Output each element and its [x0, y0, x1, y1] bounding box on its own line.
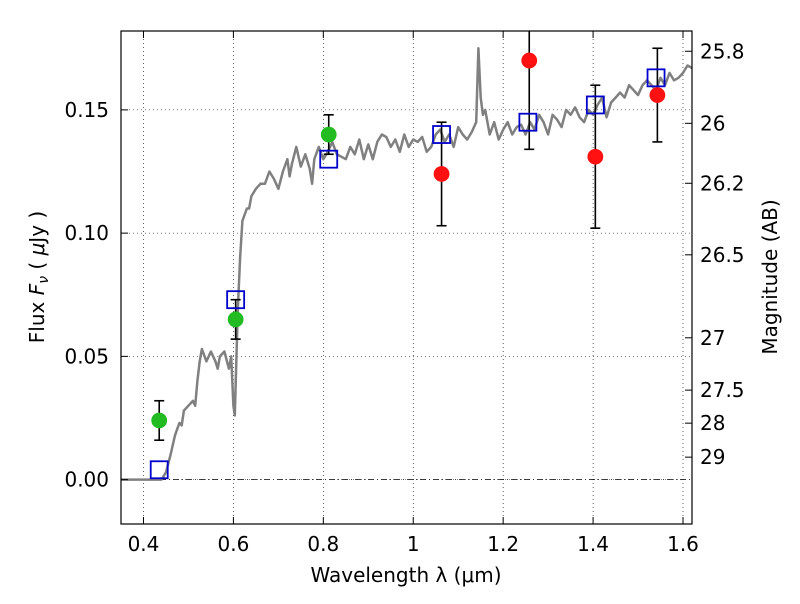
- model-sed-series: [121, 47, 693, 481]
- y2-tick-label: 25.8: [700, 39, 745, 63]
- y-tick-label: 0.05: [64, 344, 109, 368]
- model-bandpass-square: [646, 68, 666, 88]
- model-bandpass-square: [319, 149, 339, 169]
- photometry-point: [521, 52, 538, 69]
- y2-tick-label: 26: [700, 111, 725, 135]
- x-tick-label: 1.2: [487, 532, 519, 556]
- model-bandpass-square: [518, 112, 538, 132]
- y-tick-label: 0.00: [64, 468, 109, 492]
- data-markers: [149, 31, 666, 480]
- y-axis-title-mu: μ: [25, 243, 49, 257]
- y2-tick-label: 28: [700, 411, 725, 435]
- x-tick-label: 0.6: [217, 532, 249, 556]
- model-bandpass-square: [226, 290, 246, 310]
- y-axis-title-unit: Jy ): [25, 211, 49, 245]
- y2-tick-label: 27: [700, 326, 725, 350]
- y-axis-title-pre: Flux: [25, 295, 49, 343]
- axis-ticks: 0.4 0.6 0.8 1 1.2 1.4 1.6 0.00 0.05 0.10 0.15 25.8 2…: [64, 31, 745, 556]
- y-tick-label: 0.15: [64, 98, 109, 122]
- y-tick-label: 0.10: [64, 221, 109, 245]
- y-axis-title-sub: ν: [36, 276, 52, 284]
- x-axis-title: Wavelength λ (μm): [310, 563, 501, 587]
- x-tick-label: 1.6: [667, 532, 699, 556]
- photometry-point: [649, 87, 666, 103]
- model-bandpass-square: [585, 95, 605, 115]
- model-sed-line: [121, 47, 693, 481]
- photometry-point: [151, 412, 168, 429]
- photometry-point: [587, 148, 604, 165]
- y-axis-title-mid: (: [25, 255, 49, 276]
- plot-background: [121, 31, 692, 524]
- photometry-point: [227, 311, 244, 328]
- x-tick-label: 0.8: [307, 532, 339, 556]
- y2-tick-label: 26.5: [700, 243, 745, 267]
- photometry-point: [433, 166, 450, 182]
- photometry-point: [320, 126, 337, 143]
- y2-tick-label: 29: [700, 445, 725, 469]
- y-axis-title-var: F: [25, 283, 49, 295]
- x-tick-label: 1: [407, 532, 420, 556]
- y2-tick-label: 27.5: [700, 378, 745, 402]
- y2-tick-label: 26.2: [700, 171, 745, 195]
- plot-frame: [120, 30, 693, 525]
- model-bandpass-square: [432, 125, 451, 144]
- model-bandpass-square: [149, 460, 169, 480]
- x-tick-label: 0.4: [128, 532, 160, 556]
- y-axis-title: Flux Fν ( μJy ): [25, 211, 52, 343]
- right-y-axis-title: Magnitude (AB): [758, 199, 782, 354]
- x-tick-label: 1.4: [577, 532, 609, 556]
